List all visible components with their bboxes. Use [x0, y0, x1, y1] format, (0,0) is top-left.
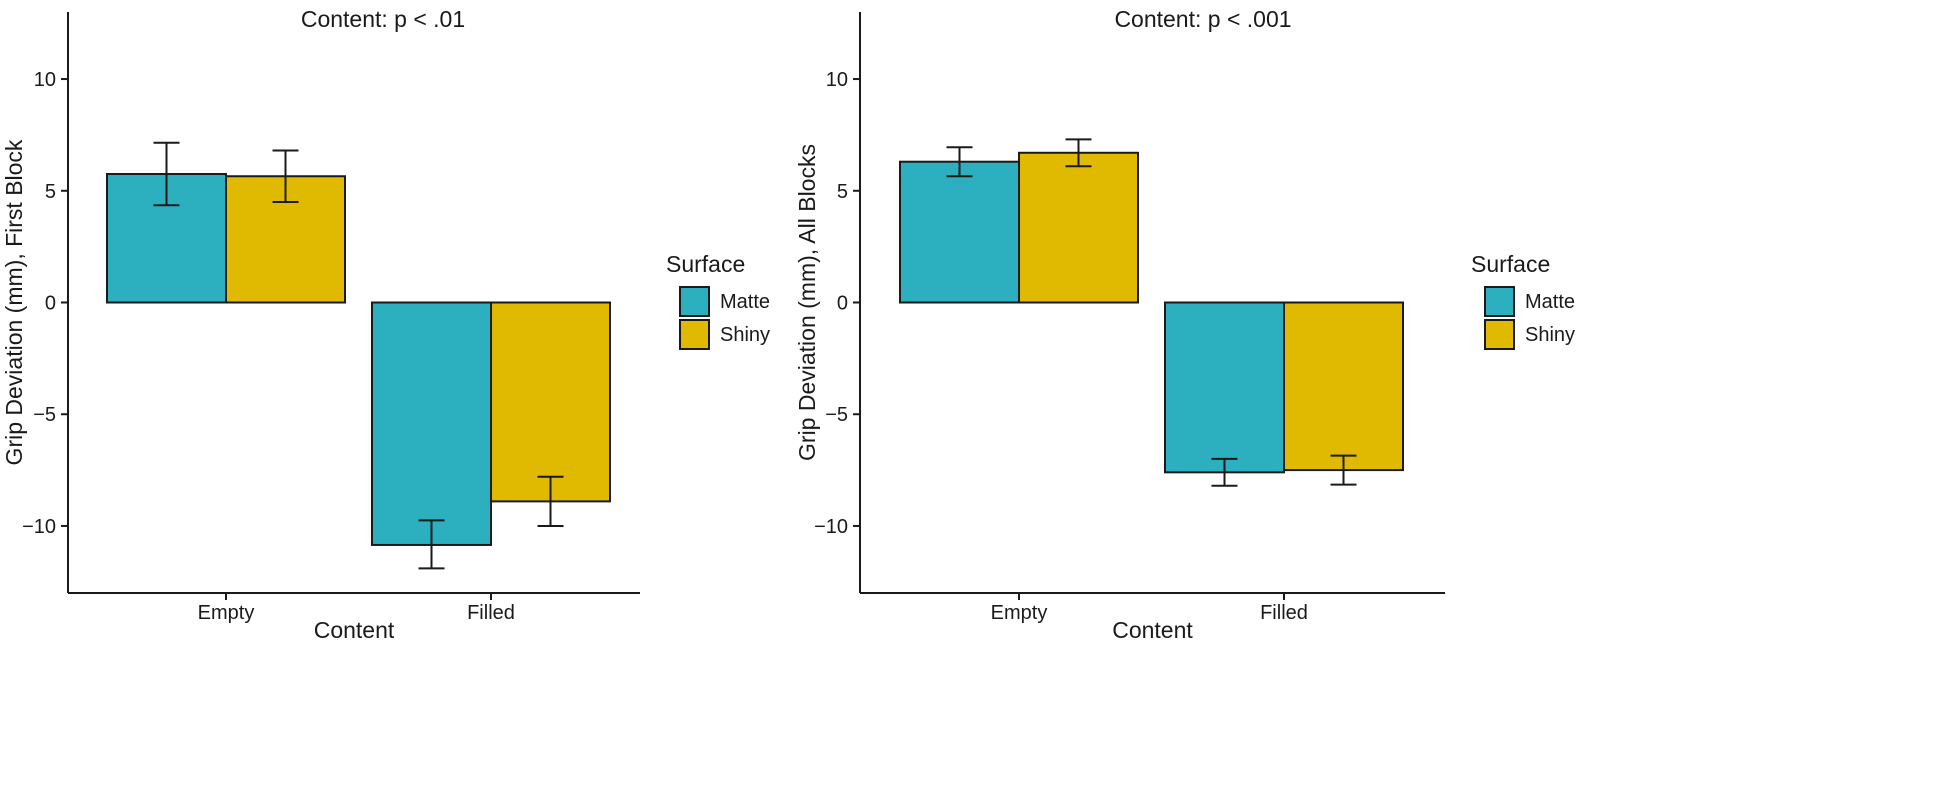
legend-title: Surface: [666, 251, 745, 277]
y-tick-label: 10: [826, 69, 848, 91]
bar-matte-empty: [899, 160, 1020, 304]
legend-label-matte: Matte: [1525, 291, 1575, 313]
x-tick-label: Empty: [198, 602, 255, 624]
y-axis-title: Grip Deviation (mm), All Blocks: [794, 144, 820, 461]
legend-key-shiny: [1484, 319, 1515, 350]
y-axis-title: Grip Deviation (mm), First Block: [1, 139, 27, 465]
x-axis-title: Content: [314, 617, 395, 643]
chart-title: Content: p < .01: [301, 6, 465, 32]
x-axis-title: Content: [1112, 617, 1193, 643]
error-bar-matte-empty: [946, 146, 973, 178]
chart-title: Content: p < .001: [1114, 6, 1291, 32]
y-tick-label: 5: [45, 181, 56, 203]
chart-panel-1: Content: p < .01 −10 −5 0 5 10 Empty Filled Cont…: [1, 6, 770, 643]
legend-label-matte: Matte: [720, 291, 770, 313]
error-bar-matte-empty: [153, 141, 180, 207]
bar-shiny-filled: [490, 301, 611, 503]
y-tick-label: 5: [837, 181, 848, 203]
bar-shiny-empty: [1018, 151, 1139, 304]
legend-label-shiny: Shiny: [720, 324, 770, 346]
error-bar-matte-filled: [418, 519, 445, 570]
legend-title: Surface: [1471, 251, 1550, 277]
y-tick-label: 10: [34, 69, 56, 91]
error-bar-matte-filled: [1211, 457, 1238, 487]
legend: Surface Matte Shiny: [666, 251, 770, 350]
bar-matte-filled: [1164, 301, 1285, 474]
y-tick-label: −5: [33, 404, 56, 426]
x-tick-label: Filled: [467, 602, 515, 624]
legend-label-shiny: Shiny: [1525, 324, 1575, 346]
y-tick-label: −10: [814, 516, 848, 538]
y-tick-label: 0: [45, 293, 56, 315]
x-tick-label: Filled: [1260, 602, 1308, 624]
legend-key-matte: [1484, 286, 1515, 317]
y-tick-label: 0: [837, 293, 848, 315]
bar-shiny-filled: [1283, 301, 1404, 472]
error-bar-shiny-filled: [1330, 454, 1357, 486]
y-tick-label: −5: [825, 404, 848, 426]
bar-matte-filled: [371, 301, 492, 546]
error-bar-shiny-empty: [1065, 138, 1092, 168]
y-tick-label: −10: [22, 516, 56, 538]
error-bar-shiny-filled: [537, 475, 564, 527]
legend: Surface Matte Shiny: [1471, 251, 1575, 350]
error-bar-shiny-empty: [272, 149, 299, 203]
legend-key-matte: [679, 286, 710, 317]
chart-panel-2: Content: p < .001 −10 −5 0 5 10 Empty Filled Con…: [794, 6, 1575, 643]
x-tick-label: Empty: [991, 602, 1048, 624]
legend-key-shiny: [679, 319, 710, 350]
